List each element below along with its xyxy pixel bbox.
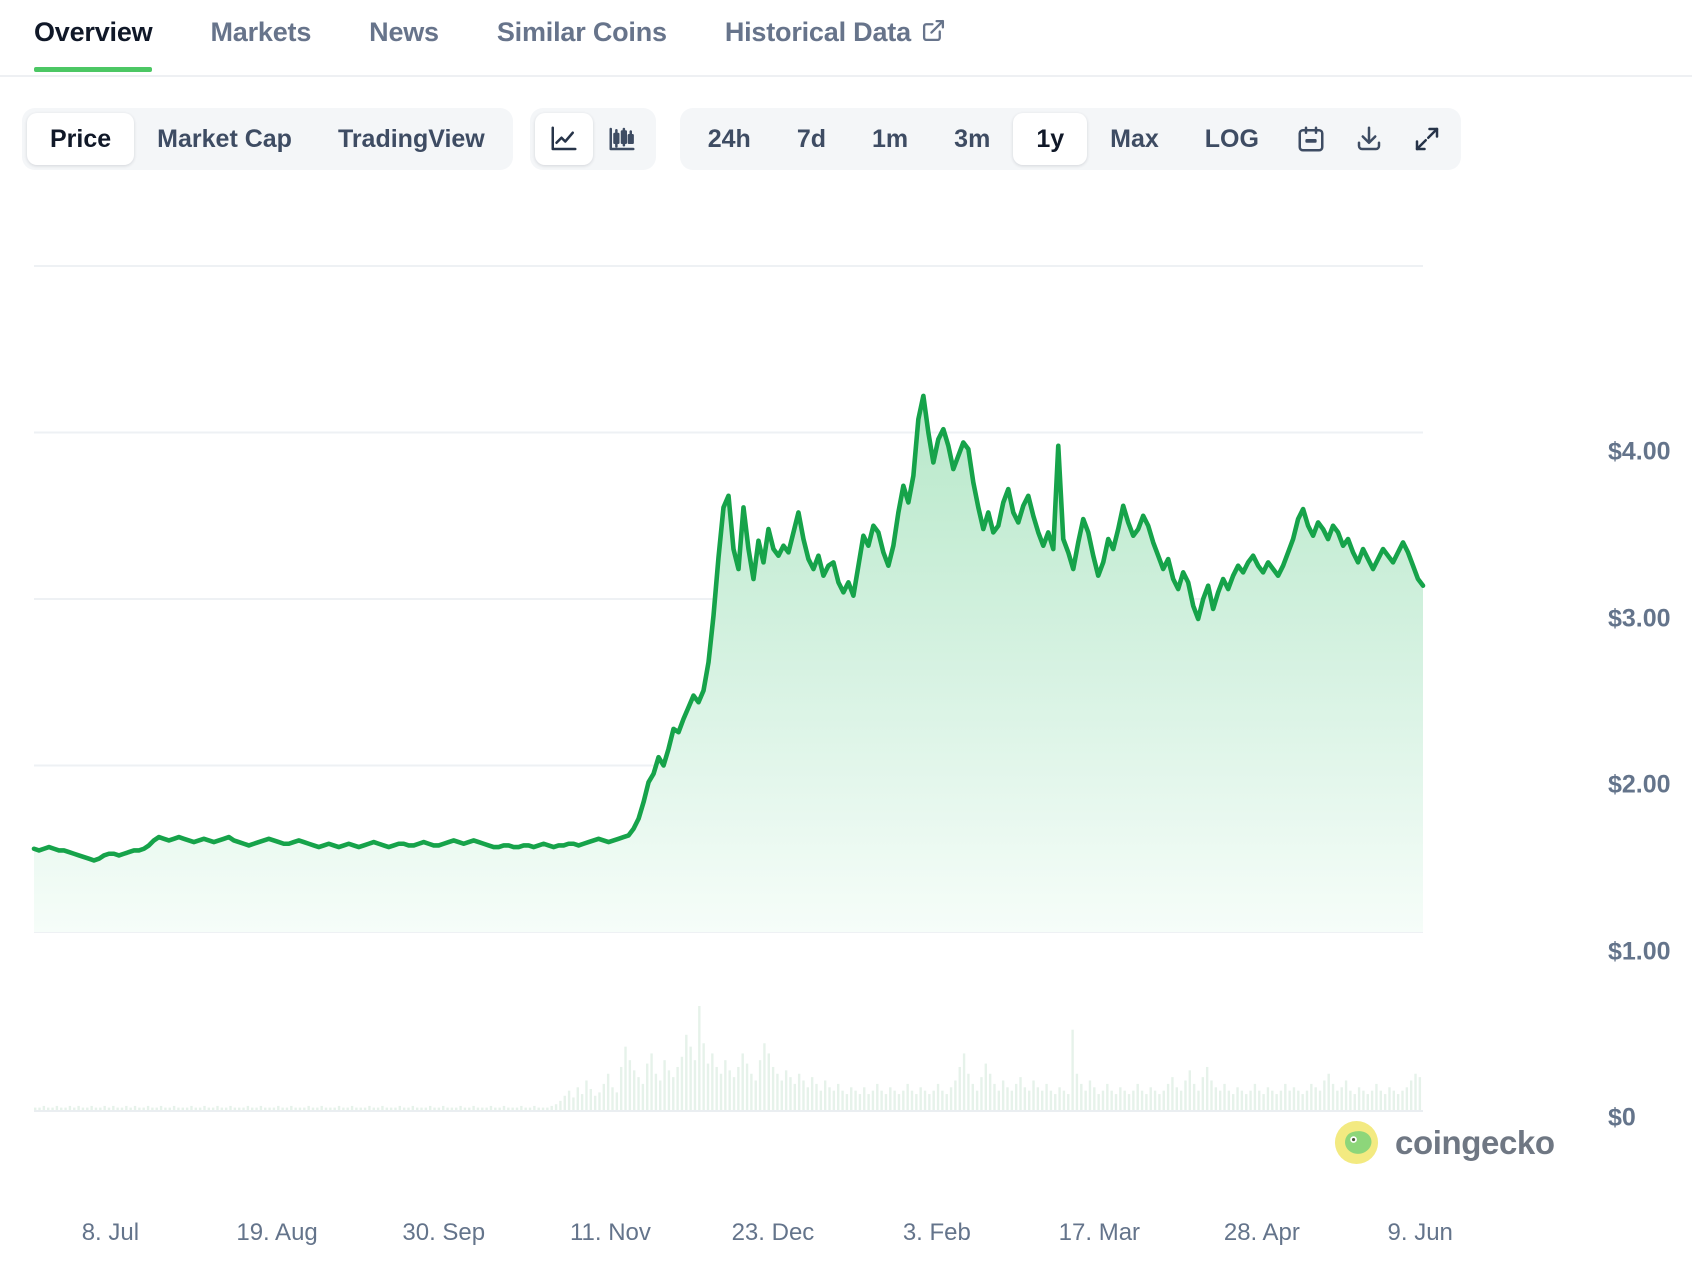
external-link-icon bbox=[921, 18, 946, 50]
range-1m-button[interactable]: 1m bbox=[849, 113, 931, 165]
price-line bbox=[31, 393, 1426, 863]
coingecko-watermark: coingecko bbox=[1333, 1119, 1555, 1166]
tab-historical-data[interactable]: Historical Data bbox=[725, 17, 946, 72]
x-axis-label-6: 17. Mar bbox=[1058, 1219, 1141, 1246]
price-area-fill bbox=[34, 395, 1423, 932]
volume-bars bbox=[34, 1006, 1422, 1111]
coingecko-logo-icon bbox=[1334, 1120, 1379, 1165]
candlestick-chart-icon[interactable] bbox=[593, 113, 651, 165]
line-chart-icon[interactable] bbox=[534, 113, 593, 165]
metric-price-button[interactable]: Price bbox=[27, 113, 135, 165]
chart-type-segment-group bbox=[529, 108, 656, 170]
price-chart-container[interactable]: $4.00 $3.00 $2.00 $1.00 $0 coingecko bbox=[0, 186, 1692, 1277]
time-range-segment-group: 24h 7d 1m 3m 1y Max LOG bbox=[679, 108, 1461, 170]
x-axis-label-4: 23. Dec bbox=[731, 1219, 815, 1246]
coin-detail-tabbar: Overview Markets News Similar Coins Hist… bbox=[0, 0, 1692, 77]
tab-news[interactable]: News bbox=[369, 17, 439, 70]
y-axis-label-1: $1.00 bbox=[1608, 937, 1671, 965]
tab-historical-data-label: Historical Data bbox=[724, 17, 911, 47]
log-scale-button[interactable]: LOG bbox=[1182, 113, 1282, 165]
tab-news-label: News bbox=[369, 17, 439, 47]
metric-segment-group: Price Market Cap TradingView bbox=[22, 108, 513, 170]
chart-toolbar: Price Market Cap TradingView 24h 7d 1m 3… bbox=[0, 104, 1692, 174]
range-7d-button[interactable]: 7d bbox=[774, 113, 849, 165]
x-axis-label-1: 19. Aug bbox=[236, 1219, 318, 1246]
price-area-chart[interactable] bbox=[0, 186, 1692, 1277]
y-axis-label-4: $4.00 bbox=[1608, 437, 1671, 466]
range-max-button[interactable]: Max bbox=[1087, 113, 1182, 165]
x-axis-label-3: 11. Nov bbox=[569, 1219, 651, 1246]
y-axis-label-3: $3.00 bbox=[1608, 604, 1671, 632]
x-axis-label-0: 8. Jul bbox=[81, 1219, 140, 1246]
range-3m-button[interactable]: 3m bbox=[931, 113, 1013, 165]
x-axis-label-8: 9. Jun bbox=[1387, 1219, 1453, 1246]
expand-icon[interactable] bbox=[1398, 113, 1456, 165]
x-axis-label-5: 3. Feb bbox=[902, 1219, 971, 1246]
tab-markets-label: Markets bbox=[210, 17, 312, 47]
tab-similar-coins[interactable]: Similar Coins bbox=[497, 17, 667, 70]
y-axis-label-0: $0 bbox=[1608, 1103, 1636, 1132]
coingecko-watermark-text: coingecko bbox=[1395, 1123, 1555, 1161]
tab-similar-coins-label: Similar Coins bbox=[496, 17, 667, 47]
tab-overview-label: Overview bbox=[34, 17, 153, 47]
x-axis-label-2: 30. Sep bbox=[402, 1219, 486, 1246]
y-axis-label-2: $2.00 bbox=[1608, 770, 1671, 799]
range-24h-button[interactable]: 24h bbox=[685, 113, 774, 165]
metric-market-cap-button[interactable]: Market Cap bbox=[134, 113, 315, 165]
x-axis-label-7: 28. Apr bbox=[1223, 1219, 1300, 1246]
tab-overview[interactable]: Overview bbox=[34, 17, 153, 72]
tab-markets[interactable]: Markets bbox=[210, 17, 311, 70]
calendar-icon[interactable] bbox=[1282, 113, 1340, 165]
metric-tradingview-button[interactable]: TradingView bbox=[315, 113, 508, 165]
range-1y-button[interactable]: 1y bbox=[1013, 113, 1088, 165]
download-icon[interactable] bbox=[1340, 113, 1398, 165]
